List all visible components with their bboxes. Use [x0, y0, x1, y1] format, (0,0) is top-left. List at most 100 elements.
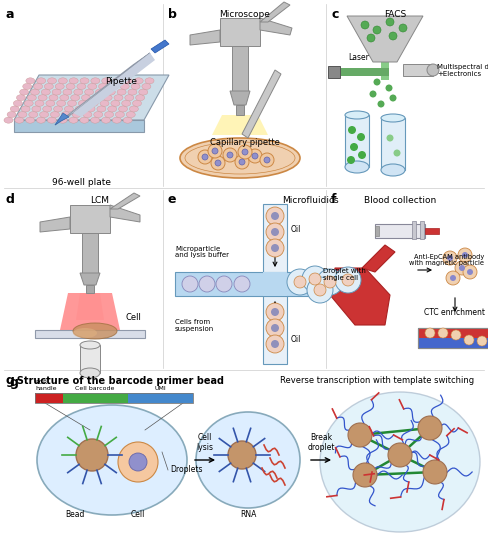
- Circle shape: [361, 21, 369, 29]
- Circle shape: [388, 443, 412, 467]
- Ellipse shape: [427, 64, 439, 76]
- Ellipse shape: [111, 100, 120, 107]
- Circle shape: [294, 276, 306, 288]
- Text: c: c: [331, 8, 338, 21]
- Bar: [35, 393, 63, 403]
- Ellipse shape: [38, 94, 47, 100]
- Circle shape: [239, 159, 245, 165]
- Text: b: b: [168, 8, 177, 21]
- Bar: [345, 115, 369, 167]
- Ellipse shape: [91, 117, 100, 123]
- Ellipse shape: [89, 100, 98, 107]
- Polygon shape: [55, 53, 150, 125]
- Ellipse shape: [40, 111, 49, 117]
- Polygon shape: [242, 70, 281, 138]
- Text: FACS: FACS: [384, 10, 406, 19]
- Ellipse shape: [320, 392, 480, 532]
- Circle shape: [451, 330, 461, 340]
- Circle shape: [228, 441, 256, 469]
- Ellipse shape: [99, 83, 107, 89]
- Bar: [35, 330, 145, 338]
- Ellipse shape: [119, 106, 127, 112]
- Ellipse shape: [72, 111, 81, 117]
- Text: Break
droplet: Break droplet: [307, 433, 335, 452]
- Bar: [425, 228, 439, 234]
- Ellipse shape: [57, 100, 66, 107]
- Ellipse shape: [92, 94, 102, 100]
- Ellipse shape: [67, 100, 77, 107]
- Ellipse shape: [37, 117, 45, 123]
- Text: Capillary pipette: Capillary pipette: [210, 138, 280, 147]
- Ellipse shape: [134, 78, 143, 84]
- Text: Microfluidics: Microfluidics: [282, 196, 338, 205]
- Bar: [420, 221, 424, 239]
- Ellipse shape: [29, 111, 38, 117]
- Circle shape: [347, 156, 355, 164]
- Ellipse shape: [27, 94, 36, 100]
- Circle shape: [446, 271, 460, 285]
- Circle shape: [335, 267, 361, 293]
- Ellipse shape: [13, 100, 22, 107]
- Text: Oil: Oil: [291, 334, 302, 344]
- Circle shape: [386, 135, 393, 142]
- Ellipse shape: [84, 89, 94, 95]
- Circle shape: [271, 228, 279, 236]
- Bar: [232, 46, 248, 91]
- Ellipse shape: [88, 83, 97, 89]
- Ellipse shape: [20, 89, 29, 95]
- Ellipse shape: [10, 106, 19, 112]
- Ellipse shape: [15, 117, 24, 123]
- Text: Laser: Laser: [348, 53, 369, 62]
- Ellipse shape: [30, 89, 40, 95]
- Bar: [418, 328, 488, 338]
- Bar: [220, 18, 260, 46]
- Bar: [418, 328, 488, 348]
- Circle shape: [234, 276, 250, 292]
- Circle shape: [324, 276, 336, 288]
- Ellipse shape: [83, 111, 92, 117]
- Circle shape: [425, 328, 435, 338]
- Polygon shape: [14, 120, 144, 132]
- Ellipse shape: [129, 106, 139, 112]
- Ellipse shape: [4, 117, 13, 123]
- Ellipse shape: [128, 89, 137, 95]
- Text: PCR
handle: PCR handle: [35, 380, 57, 391]
- Polygon shape: [347, 16, 423, 62]
- Bar: [80, 345, 100, 373]
- Ellipse shape: [131, 83, 140, 89]
- Ellipse shape: [55, 83, 64, 89]
- Circle shape: [459, 265, 465, 271]
- Ellipse shape: [80, 117, 89, 123]
- Ellipse shape: [80, 368, 100, 378]
- Ellipse shape: [17, 94, 25, 100]
- Text: CTC enrichment: CTC enrichment: [425, 308, 486, 317]
- Circle shape: [235, 155, 249, 169]
- Circle shape: [238, 145, 252, 159]
- Circle shape: [418, 416, 442, 440]
- Ellipse shape: [35, 100, 44, 107]
- Ellipse shape: [136, 94, 144, 100]
- Text: Multispectral detector
+Electronics: Multispectral detector +Electronics: [437, 64, 488, 77]
- Circle shape: [271, 308, 279, 316]
- Circle shape: [264, 157, 270, 163]
- Ellipse shape: [345, 161, 369, 173]
- Circle shape: [438, 328, 448, 338]
- Ellipse shape: [180, 138, 300, 178]
- Polygon shape: [190, 30, 220, 45]
- Circle shape: [393, 149, 401, 156]
- Ellipse shape: [114, 94, 123, 100]
- Bar: [328, 66, 340, 78]
- Ellipse shape: [125, 94, 134, 100]
- Ellipse shape: [97, 106, 106, 112]
- Polygon shape: [212, 115, 268, 135]
- Circle shape: [309, 273, 321, 285]
- Circle shape: [307, 277, 333, 303]
- Circle shape: [389, 94, 396, 102]
- Ellipse shape: [122, 100, 131, 107]
- Ellipse shape: [54, 106, 62, 112]
- Circle shape: [367, 34, 375, 42]
- Text: RNA: RNA: [240, 510, 256, 519]
- Circle shape: [260, 153, 274, 167]
- Circle shape: [266, 239, 284, 257]
- Text: a: a: [6, 8, 15, 21]
